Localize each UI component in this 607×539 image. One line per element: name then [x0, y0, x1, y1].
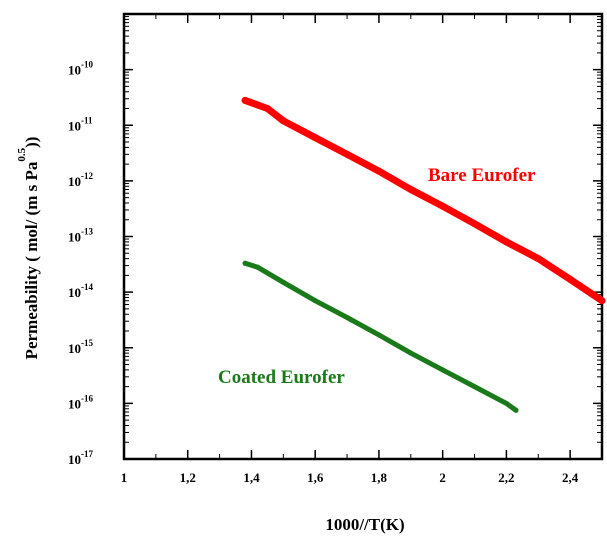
y-tick-exponent: -15: [81, 338, 93, 348]
y-tick-label: 10-17: [68, 449, 93, 467]
y-tick-exponent: -12: [81, 171, 93, 181]
y-tick-exponent: -16: [81, 393, 93, 403]
y-tick-exponent: -10: [81, 60, 93, 70]
x-tick-label: 2: [439, 470, 446, 485]
y-tick-label: 10-13: [68, 227, 93, 245]
x-tick-label: 1,8: [371, 470, 388, 485]
data-point: [263, 105, 271, 112]
y-axis-title: Permeability ( mol/ (m s Pa0.5)): [16, 137, 41, 360]
y-axis-title-main: Permeability ( mol/ (m s Pa: [22, 161, 41, 359]
data-point: [408, 350, 414, 356]
y-axis-title-exponent: 0.5: [16, 147, 28, 161]
annotations: Bare Eurofer Coated Eurofer: [218, 165, 536, 388]
y-tick-base: 10: [68, 452, 81, 467]
data-point: [598, 297, 606, 305]
y-tick-label: 10-16: [68, 393, 93, 411]
x-tick-label: 1,2: [180, 470, 196, 485]
y-tick-label: 10-14: [68, 282, 93, 300]
data-point: [513, 407, 519, 413]
y-tick-exponent: -11: [81, 115, 93, 125]
data-point: [312, 298, 318, 304]
data-point: [566, 275, 574, 283]
plot-area-border: [122, 12, 604, 461]
plot-frame: [122, 12, 604, 461]
y-tick-base: 10: [68, 174, 81, 189]
annotation-bare-eurofer: Bare Eurofer: [428, 165, 536, 186]
x-axis-ticks: 1 1,2 1,4 1,6 1,8 2 2,2 2,4: [121, 14, 579, 485]
data-point: [502, 238, 510, 246]
y-tick-base: 10: [68, 396, 81, 411]
data-point: [375, 167, 383, 175]
data-point: [440, 367, 446, 373]
data-point: [343, 150, 351, 158]
series-layer: [241, 96, 606, 413]
x-tick-label: 1,6: [307, 470, 324, 485]
y-tick-base: 10: [68, 63, 81, 78]
y-tick-base: 10: [68, 341, 81, 356]
data-point: [471, 220, 478, 228]
x-tick-label: 1,4: [243, 470, 260, 485]
annotation-coated-eurofer: Coated Eurofer: [218, 367, 345, 388]
data-point: [534, 255, 542, 263]
bare-eurofer-series: [241, 96, 606, 305]
y-tick-label: 10-10: [68, 60, 93, 78]
data-point: [311, 134, 319, 142]
y-tick-exponent: -13: [81, 227, 93, 237]
y-tick-label: 10-15: [68, 338, 93, 356]
x-tick-label: 2,4: [562, 470, 579, 485]
data-point: [242, 260, 248, 266]
y-tick-base: 10: [68, 230, 81, 245]
y-tick-label: 10-11: [68, 115, 93, 133]
data-point: [472, 384, 477, 390]
y-axis-title-closing: )): [22, 137, 41, 148]
y-tick-base: 10: [68, 285, 81, 300]
data-point: [279, 117, 287, 125]
data-point: [407, 186, 415, 193]
data-point: [503, 400, 509, 406]
x-tick-label: 2,2: [498, 470, 514, 485]
data-point: [280, 279, 286, 285]
data-point: [439, 202, 447, 210]
data-point: [376, 332, 382, 338]
data-point: [241, 96, 249, 104]
y-tick-base: 10: [68, 118, 81, 133]
y-tick-exponent: -17: [81, 449, 93, 459]
data-point: [344, 315, 350, 320]
x-axis-title: 1000//T(K): [325, 515, 404, 534]
data-point: [255, 264, 261, 270]
y-tick-label: 10-12: [68, 171, 93, 189]
x-tick-label: 1: [121, 470, 128, 485]
y-tick-exponent: -14: [81, 282, 93, 292]
